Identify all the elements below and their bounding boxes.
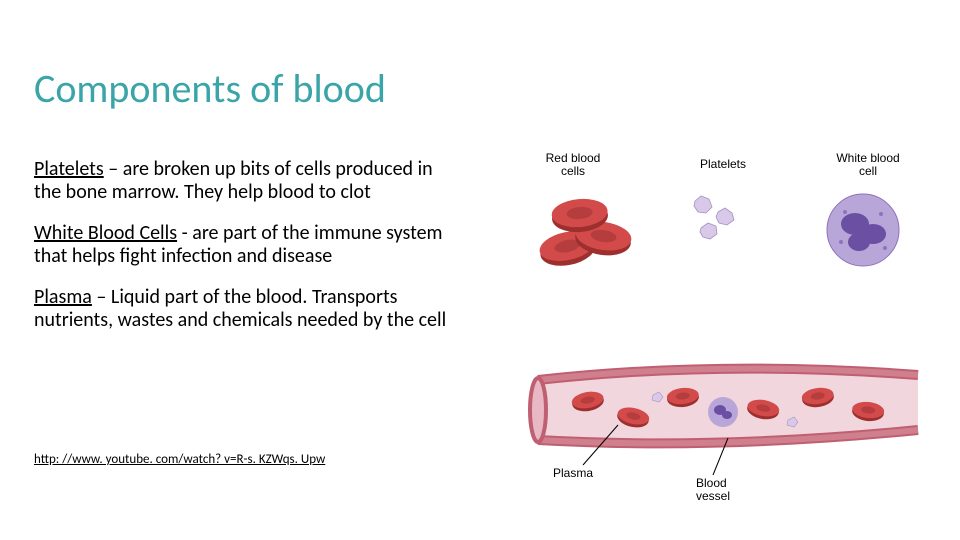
diagram-top: Red bloodcells Platelets White bloodcell: [518, 150, 928, 300]
label-plasma: Plasma: [553, 466, 593, 480]
sep-plasma: –: [92, 285, 111, 309]
sep-platelets: –: [104, 157, 123, 181]
slide-root: Components of blood Platelets – are brok…: [0, 0, 960, 540]
diagram-bottom: Plasma Bloodvessel: [518, 340, 928, 500]
label-vessel: Bloodvessel: [696, 476, 730, 500]
body-column: Platelets – are broken up bits of cells …: [34, 158, 464, 350]
paragraph-platelets: Platelets – are broken up bits of cells …: [34, 158, 464, 204]
slide-title: Components of blood: [34, 64, 386, 113]
wbc: [827, 194, 899, 266]
paragraph-plasma: Plasma – Liquid part of the blood. Trans…: [34, 286, 464, 332]
rbc-cluster: [537, 197, 633, 271]
label-white: White bloodcell: [836, 151, 899, 178]
lead-platelets: Platelets: [34, 157, 104, 181]
sep-wbc: -: [177, 221, 192, 245]
youtube-link[interactable]: http: //www. youtube. com/watch? v=R-s. …: [34, 452, 325, 467]
platelet-cluster: [694, 196, 734, 239]
paragraph-wbc: White Blood Cells - are part of the immu…: [34, 222, 464, 268]
label-platelets: Platelets: [700, 157, 746, 171]
lead-plasma: Plasma: [34, 285, 92, 309]
label-red: Red bloodcells: [546, 151, 601, 178]
lead-wbc: White Blood Cells: [34, 221, 177, 245]
